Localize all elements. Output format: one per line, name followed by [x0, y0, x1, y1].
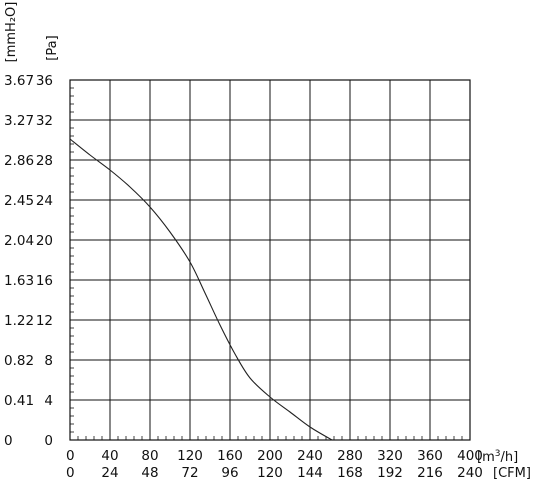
x-tick-label-m3h: 320 — [377, 448, 403, 464]
y-tick-label-pa: 0 — [44, 433, 53, 449]
x-unit-m3h-part-3: /h] — [500, 450, 518, 465]
y-unit-mmh2o-label: [mmH₂O] — [4, 2, 19, 63]
x-tick-label-cfm: 0 — [66, 465, 75, 481]
x-tick-label-cfm: 144 — [297, 465, 323, 481]
y-tick-label-pa: 32 — [36, 113, 53, 129]
y-tick-label-mmh2o: 3.27 — [4, 113, 34, 129]
y-tick-label-mmh2o: 0.41 — [4, 393, 34, 409]
y-tick-label-mmh2o: 3.67 — [4, 73, 34, 89]
y-tick-label-mmh2o: 2.04 — [4, 233, 34, 249]
x-tick-label-cfm: 96 — [221, 465, 238, 481]
x-tick-label-m3h: 80 — [141, 448, 158, 464]
y-tick-label-pa: 36 — [36, 73, 53, 89]
y-tick-label-pa: 28 — [36, 153, 53, 169]
x-unit-m3h-part-1: [m — [477, 450, 495, 465]
pressure-airflow-curve — [69, 138, 333, 441]
x-tick-label-cfm: 216 — [417, 465, 443, 481]
tick-labels: 0040.4180.82121.22161.63202.04242.45282.… — [4, 73, 483, 481]
x-tick-label-cfm: 240 — [457, 465, 483, 481]
y-tick-label-mmh2o: 0.82 — [4, 353, 34, 369]
minor-ticks — [70, 87, 463, 440]
y-tick-label-pa: 16 — [36, 273, 53, 289]
x-unit-m3h-superscript: 3 — [495, 449, 501, 459]
y-tick-label-pa: 24 — [36, 193, 53, 209]
x-tick-label-m3h: 240 — [297, 448, 323, 464]
y-tick-label-mmh2o: 1.22 — [4, 313, 34, 329]
x-unit-cfm-label: [CFM] — [493, 466, 531, 481]
y-unit-pa-label: [Pa] — [45, 35, 60, 60]
x-tick-label-m3h: 280 — [337, 448, 363, 464]
x-tick-label-m3h: 160 — [217, 448, 243, 464]
x-tick-label-m3h: 0 — [66, 448, 75, 464]
y-tick-label-mmh2o: 1.63 — [4, 273, 34, 289]
x-tick-label-cfm: 192 — [377, 465, 403, 481]
x-tick-label-cfm: 120 — [257, 465, 283, 481]
x-tick-label-m3h: 360 — [417, 448, 443, 464]
curve-layer — [69, 138, 333, 441]
y-tick-label-pa: 4 — [44, 393, 53, 409]
x-tick-label-m3h: 200 — [257, 448, 283, 464]
y-tick-label-mmh2o: 0 — [4, 433, 13, 449]
y-tick-label-pa: 20 — [36, 233, 53, 249]
x-tick-label-cfm: 24 — [101, 465, 118, 481]
x-tick-label-cfm: 72 — [181, 465, 198, 481]
grid — [70, 80, 470, 440]
x-tick-label-cfm: 168 — [337, 465, 363, 481]
x-tick-label-cfm: 48 — [141, 465, 158, 481]
y-tick-label-pa: 8 — [44, 353, 53, 369]
x-tick-label-m3h: 120 — [177, 448, 203, 464]
x-tick-label-m3h: 40 — [101, 448, 118, 464]
y-tick-label-mmh2o: 2.86 — [4, 153, 34, 169]
x-tick-label-m3h: 400 — [457, 448, 483, 464]
y-tick-label-mmh2o: 2.45 — [4, 193, 34, 209]
y-tick-label-pa: 12 — [36, 313, 53, 329]
plot-frame — [69, 79, 471, 441]
x-unit-m3h-label: [m3/h] — [477, 449, 518, 465]
